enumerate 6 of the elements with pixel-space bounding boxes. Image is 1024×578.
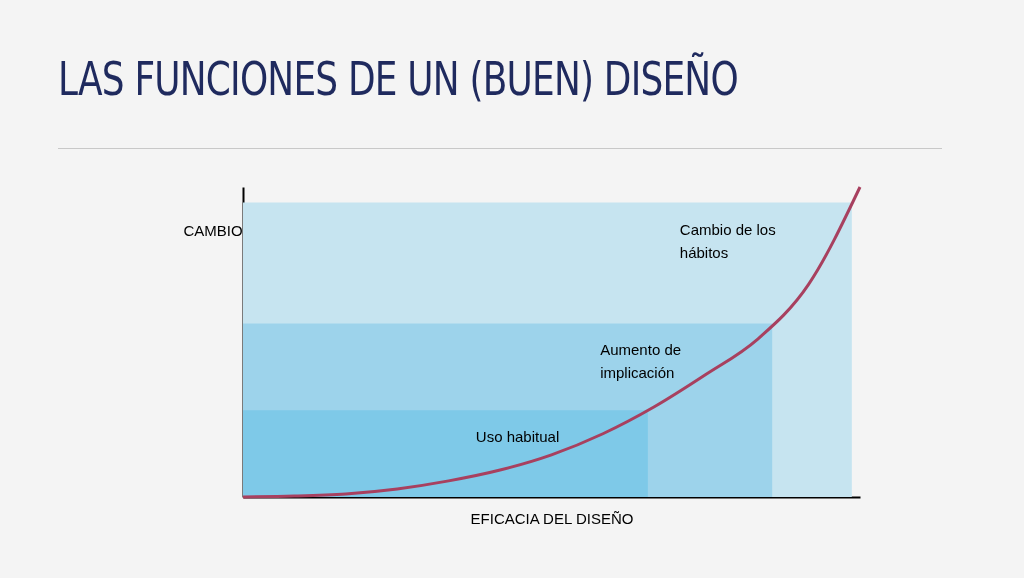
- y-axis-title: CAMBIO: [183, 221, 243, 239]
- band-label: Uso habitual: [475, 428, 560, 446]
- x-axis-title: EFICACIA DEL DISEÑO: [470, 509, 634, 527]
- band-label: Cambio de los hábitos: [679, 220, 776, 261]
- chart-title: LAS FUNCIONES DE UN (BUEN) DISEÑO: [58, 52, 738, 106]
- band-label: Aumento de implicación: [600, 341, 682, 382]
